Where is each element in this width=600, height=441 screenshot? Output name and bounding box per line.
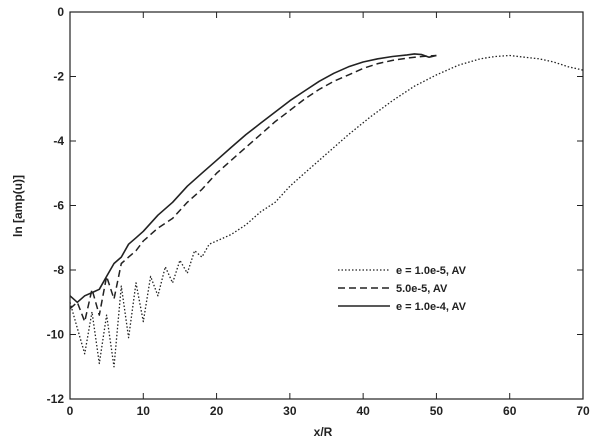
y-tick-label: -2 bbox=[53, 70, 64, 84]
x-tick-label: 20 bbox=[210, 404, 224, 418]
legend: e = 1.0e-5, AV 5.0e-5, AV e = 1.0e-4, AV bbox=[338, 265, 467, 313]
axis-ticks: 0 10 20 30 40 50 60 70 0 -2 -4 -6 -8 -10 -12 bbox=[47, 5, 590, 418]
y-tick-label: -8 bbox=[53, 263, 64, 277]
x-tick-label: 10 bbox=[137, 404, 151, 418]
x-tick-label: 40 bbox=[356, 404, 370, 418]
y-tick-label: -12 bbox=[47, 392, 65, 406]
series-line-2 bbox=[69, 53, 437, 304]
x-tick-label: 60 bbox=[503, 404, 517, 418]
plot-frame bbox=[69, 11, 584, 400]
y-axis-label: ln [amp(u)] bbox=[11, 175, 25, 237]
x-tick-label: 50 bbox=[430, 404, 444, 418]
plot-area bbox=[69, 11, 584, 400]
series-line-0 bbox=[69, 54, 584, 368]
y-tick-label: -4 bbox=[53, 134, 64, 148]
y-tick-label: -10 bbox=[47, 328, 65, 342]
legend-label-0: e = 1.0e-5, AV bbox=[396, 265, 467, 277]
series-lines bbox=[69, 53, 584, 368]
series-line-1 bbox=[69, 54, 437, 323]
x-tick-label: 70 bbox=[576, 404, 590, 418]
x-tick-label: 0 bbox=[67, 404, 74, 418]
legend-label-2: e = 1.0e-4, AV bbox=[396, 301, 467, 313]
y-tick-label: -6 bbox=[53, 199, 64, 213]
x-tick-label: 30 bbox=[283, 404, 297, 418]
y-tick-label: 0 bbox=[57, 5, 64, 19]
legend-label-1: 5.0e-5, AV bbox=[396, 283, 448, 295]
x-axis-label: x/R bbox=[314, 425, 333, 439]
